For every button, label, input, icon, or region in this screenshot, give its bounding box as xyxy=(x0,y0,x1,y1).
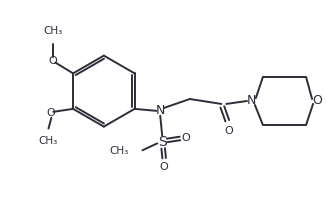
Text: O: O xyxy=(48,56,57,65)
Text: S: S xyxy=(158,135,166,149)
Text: N: N xyxy=(156,104,165,117)
Text: CH₃: CH₃ xyxy=(44,26,63,36)
Text: O: O xyxy=(312,95,322,107)
Text: O: O xyxy=(46,108,55,118)
Text: O: O xyxy=(224,126,232,136)
Text: CH₃: CH₃ xyxy=(110,146,129,156)
Text: CH₃: CH₃ xyxy=(39,137,58,146)
Text: N: N xyxy=(246,95,256,107)
Text: O: O xyxy=(160,162,168,172)
Text: O: O xyxy=(181,134,190,143)
